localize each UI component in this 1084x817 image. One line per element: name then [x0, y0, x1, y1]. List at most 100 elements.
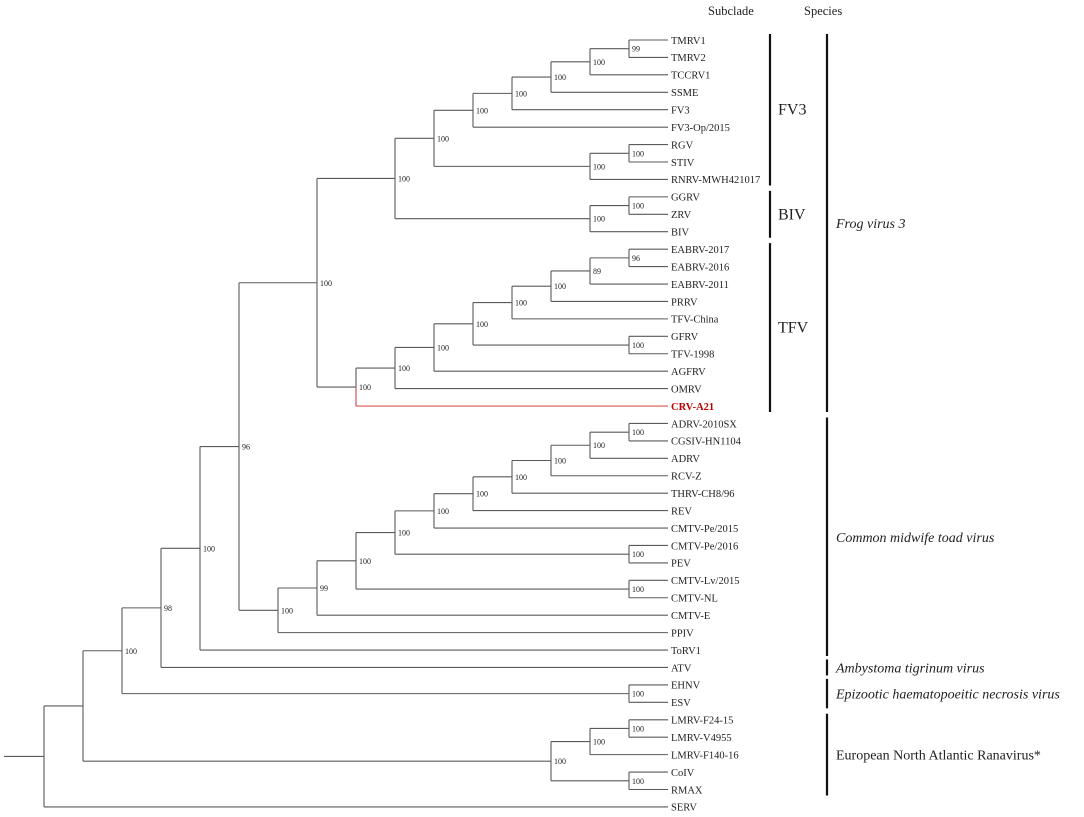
bootstrap-value: 100	[554, 73, 566, 82]
subclade-label: TFV	[778, 320, 809, 337]
taxon-label: LMRV-F140-16	[671, 750, 739, 761]
bootstrap-value: 100	[320, 279, 332, 288]
taxon-label: TMRV2	[671, 53, 706, 64]
species-label: European North Atlantic Ranavirus*	[836, 749, 1041, 764]
bootstrap-value: 100	[476, 490, 488, 499]
bootstrap-value: 100	[554, 456, 566, 465]
subclade-header: Subclade	[708, 4, 754, 18]
bootstrap-value: 100	[437, 134, 449, 143]
taxon-label: CMTV-Lv/2015	[671, 576, 739, 587]
taxon-label: ADRV-2010SX	[671, 419, 737, 430]
bootstrap-value: 100	[632, 690, 644, 699]
bootstrap-value: 100	[632, 777, 644, 786]
clade-brackets: FV3 BIV TFV Frog virus 3 Common midwife toad…	[768, 34, 1060, 796]
bootstrap-value: 100	[125, 647, 137, 656]
taxon-label: RNRV-MWH421017	[671, 175, 760, 186]
bootstrap-value: 96	[632, 254, 640, 263]
taxon-label: ESV	[671, 698, 691, 709]
taxon-label: EABRV-2016	[671, 262, 729, 273]
bootstrap-value: 100	[593, 738, 605, 747]
bootstrap-value: 100	[632, 428, 644, 437]
taxon-label: PEV	[671, 559, 691, 570]
bootstrap-value: 100	[203, 544, 215, 553]
species-label: Epizootic haematopoeitic necrosis virus	[835, 688, 1060, 703]
taxon-label: TMRV1	[671, 36, 706, 47]
bootstrap-value: 100	[476, 106, 488, 115]
taxon-label: TFV-China	[671, 315, 719, 326]
bootstrap-value: 100	[437, 343, 449, 352]
taxon-label: ToRV1	[671, 646, 701, 657]
taxon-label: GFRV	[671, 332, 699, 343]
bootstrap-value: 89	[593, 267, 601, 276]
taxon-label: RCV-Z	[671, 472, 702, 483]
bootstrap-value: 100	[632, 724, 644, 733]
taxon-label: FV3	[671, 106, 690, 117]
taxon-label: RGV	[671, 140, 694, 151]
taxon-label: ATV	[671, 663, 692, 674]
bootstrap-value: 100	[281, 606, 293, 615]
bootstrap-value: 99	[632, 45, 640, 54]
species-label: Ambystoma tigrinum virus	[835, 661, 985, 676]
bootstrap-value: 100	[554, 282, 566, 291]
bootstrap-value: 99	[320, 584, 328, 593]
taxon-label: LMRV-V4955	[671, 733, 732, 744]
bootstrap-value: 100	[593, 215, 605, 224]
bootstrap-value: 100	[437, 507, 449, 516]
bootstrap-value: 100	[515, 89, 527, 98]
species-header: Species	[804, 4, 842, 18]
taxon-label: CMTV-Pe/2016	[671, 541, 738, 552]
bootstrap-value: 100	[398, 529, 410, 538]
taxon-label: SERV	[671, 803, 697, 814]
subclade-label: FV3	[778, 102, 806, 119]
taxon-label: CMTV-E	[671, 611, 710, 622]
species-label: Frog virus 3	[835, 217, 905, 232]
bootstrap-value: 100	[632, 585, 644, 594]
bootstrap-value: 100	[515, 473, 527, 482]
taxon-label: TCCRV1	[671, 71, 710, 82]
taxon-label: CMTV-NL	[671, 594, 718, 605]
bootstrap-value: 100	[476, 320, 488, 329]
bootstrap-value: 100	[359, 383, 371, 392]
taxon-label: REV	[671, 506, 692, 517]
taxon-label: RMAX	[671, 785, 703, 796]
taxon-label: ZRV	[671, 210, 692, 221]
taxon-label: BIV	[671, 228, 690, 239]
bootstrap-value: 100	[632, 550, 644, 559]
taxon-label: THRV-CH8/96	[671, 489, 735, 500]
taxon-label: GGRV	[671, 193, 700, 204]
bootstrap-value: 98	[164, 604, 172, 613]
bootstrap-value: 100	[359, 557, 371, 566]
tree-branches	[4, 39, 668, 808]
bootstrap-value: 100	[515, 299, 527, 308]
bootstrap-value: 100	[593, 58, 605, 67]
bootstrap-value: 100	[632, 341, 644, 350]
taxon-label: PRRV	[671, 297, 698, 308]
bootstrap-value: 100	[593, 441, 605, 450]
taxon-label: AGFRV	[671, 367, 706, 378]
bootstrap-value: 100	[398, 364, 410, 373]
bootstrap-value: 100	[593, 162, 605, 171]
taxon-label: PPIV	[671, 628, 694, 639]
bootstrap-value: 100	[398, 174, 410, 183]
highlighted-taxon-label: CRV-A21	[671, 402, 714, 413]
bootstrap-value: 100	[632, 149, 644, 158]
bootstrap-value: 96	[242, 443, 250, 452]
taxon-label: SSME	[671, 88, 698, 99]
taxon-label: EABRV-2011	[671, 280, 729, 291]
taxon-label: ADRV	[671, 454, 700, 465]
species-label: Common midwife toad virus	[836, 531, 995, 546]
taxon-label: STIV	[671, 158, 695, 169]
taxon-label: TFV-1998	[671, 350, 714, 361]
taxon-label: EABRV-2017	[671, 245, 729, 256]
subclade-label: BIV	[778, 206, 806, 223]
bootstrap-value: 100	[554, 757, 566, 766]
taxon-label: CMTV-Pe/2015	[671, 524, 738, 535]
taxon-label: CoIV	[671, 768, 695, 779]
taxon-label: CGSIV-HN1104	[671, 437, 742, 448]
taxon-label: FV3-Op/2015	[671, 123, 730, 134]
taxon-label: OMRV	[671, 384, 702, 395]
taxon-label: EHNV	[671, 681, 701, 692]
tree-labels: 99 100 100 100 100 100 100 100 100 100 100 96 89 100 1…	[125, 36, 760, 814]
taxon-label: LMRV-F24-15	[671, 716, 733, 727]
